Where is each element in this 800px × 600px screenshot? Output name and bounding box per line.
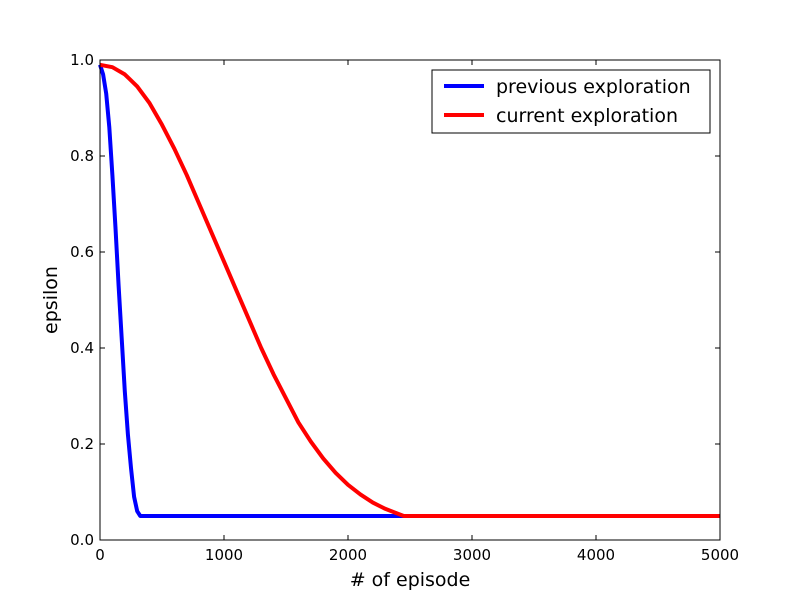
y-tick-label: 0.6 xyxy=(70,243,94,261)
x-tick-label: 1000 xyxy=(205,546,243,564)
y-tick-label: 0.0 xyxy=(70,531,94,549)
y-axis-title: epsilon xyxy=(40,266,62,334)
x-tick-label: 3000 xyxy=(453,546,491,564)
legend-label-previous-exploration: previous exploration xyxy=(496,76,691,98)
series-layer xyxy=(98,62,720,518)
y-tick-label: 0.8 xyxy=(70,147,94,165)
x-tick-label: 5000 xyxy=(701,546,739,564)
y-tick-label: 1.0 xyxy=(70,51,94,69)
plot-frame xyxy=(99,59,721,541)
x-tick-label: 0 xyxy=(95,546,105,564)
legend-box xyxy=(431,69,711,134)
y-tick-label: 0.2 xyxy=(70,435,94,453)
legend-label-current-exploration: current exploration xyxy=(496,105,678,127)
x-axis-title: # of episode xyxy=(350,569,471,591)
y-tick-label: 0.4 xyxy=(70,339,94,357)
legend: previous exploration current exploration xyxy=(431,69,711,134)
series-line-current-exploration xyxy=(99,62,720,518)
x-tick-label: 2000 xyxy=(329,546,367,564)
x-tick-label: 4000 xyxy=(577,546,615,564)
